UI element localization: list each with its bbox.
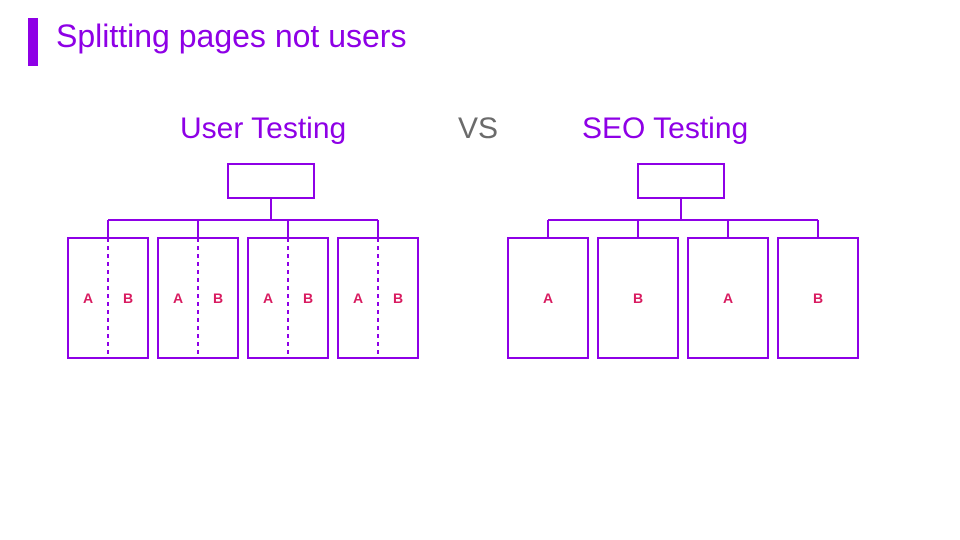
box-label: A (168, 291, 188, 305)
box-label: B (298, 291, 318, 305)
box-label: B (808, 291, 828, 305)
box-label: A (78, 291, 98, 305)
box-label: B (628, 291, 648, 305)
box-label: B (388, 291, 408, 305)
box-label: A (348, 291, 368, 305)
box-label: A (258, 291, 278, 305)
box-label: B (208, 291, 228, 305)
slide: Splitting pages not users User Testing V… (0, 0, 960, 540)
box-label: A (718, 291, 738, 305)
diagram-seo-testing (0, 0, 960, 540)
box-label: B (118, 291, 138, 305)
box-label: A (538, 291, 558, 305)
